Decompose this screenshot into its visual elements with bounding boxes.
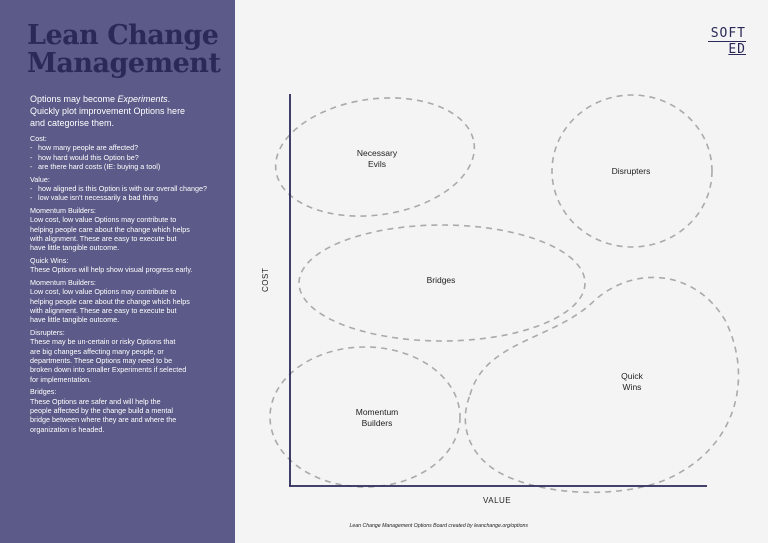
block-text-line: have little tangible outcome.: [30, 315, 120, 325]
description-block: Momentum Builders: Low cost, low value Op…: [30, 206, 230, 253]
block-text-line: helping people care about the change whi…: [30, 296, 190, 306]
block-heading: Cost:: [30, 134, 47, 143]
block-text-line: These may be un-certain or risky Options…: [30, 337, 176, 347]
block-text-line: people affected by the change build a me…: [30, 405, 173, 415]
block-heading: Momentum Builders:: [30, 205, 96, 215]
block-text-line: These Options are safer and will help th…: [30, 396, 161, 406]
sidebar: Lean Change Management Options may becom…: [0, 0, 235, 543]
bullet-item: low value isn't necessarily a bad thing: [30, 193, 230, 203]
block-text-line: have little tangible outcome.: [30, 243, 120, 253]
description-block: Quick Wins: These Options will help show …: [30, 256, 230, 275]
block-text-line: for implementation.: [30, 374, 92, 384]
block-text-line: These Options will help show visual prog…: [30, 265, 193, 275]
bullet-list: how aligned is this Option is with our o…: [30, 184, 230, 203]
bullet-list: how many people are affected?how hard wo…: [30, 143, 230, 172]
board-canvas: [269, 94, 740, 494]
region-necessary-evils-shape: [274, 97, 476, 217]
region-disrupters-shape: [551, 94, 713, 248]
bullet-item: how aligned is this Option is with our o…: [30, 184, 230, 194]
region-label-bridges: Bridges: [426, 275, 456, 285]
block-text-line: Low cost, low value Options may contribu…: [30, 287, 177, 297]
block-heading: Disrupters:: [30, 327, 65, 337]
page-title: Lean Change Management: [27, 20, 221, 79]
block-text-line: bridge between where they are and where …: [30, 415, 177, 425]
region-label-disrupters: Disrupters: [611, 166, 651, 176]
bullet-item: how hard would this Option be?: [30, 153, 230, 163]
block-text-line: helping people care about the change whi…: [30, 224, 190, 234]
description-block: Value:how aligned is this Option is with…: [30, 174, 230, 204]
bullet-item: how many people are affected?: [30, 143, 230, 153]
block-text-line: broken down into smaller Experiments if …: [30, 365, 187, 375]
block-heading: Momentum Builders:: [30, 277, 96, 287]
block-heading: Quick Wins:: [30, 255, 69, 265]
block-text-line: departments. These Options may need to b…: [30, 355, 173, 365]
region-momentum-builders-shape: [269, 346, 461, 488]
options-board: COST VALUE Necessary Evils Disrupters Bri…: [235, 0, 768, 543]
y-axis-label: COST: [261, 267, 270, 292]
block-text-line: are big changes affecting many people, o…: [30, 346, 164, 356]
region-bridges-shape: [298, 224, 586, 342]
region-label-quick-wins: Quick Wins: [621, 371, 643, 392]
description-block: Momentum Builders: Low cost, low value Op…: [30, 278, 230, 325]
bullet-item: are there hard costs (IE: buying a tool): [30, 162, 230, 172]
region-label-momentum-builders: Momentum Builders: [355, 407, 399, 428]
description-block: Bridges: These Options are safer and will…: [30, 387, 230, 434]
softed-logo: SOFT ED: [706, 26, 746, 57]
intro-text: Options may become Experiments. Quickly …: [30, 94, 186, 128]
footer-credit: Lean Change Management Options Board cre…: [349, 523, 528, 529]
block-heading: Bridges:: [30, 387, 57, 397]
block-heading: Value:: [30, 174, 50, 184]
block-text-line: with alignment. These are easy to execut…: [30, 305, 177, 315]
description-blocks: Cost:how many people are affected?how ha…: [30, 134, 230, 437]
region-label-necessary-evils: Necessary Evils: [356, 148, 398, 169]
block-text-line: organization is headed.: [30, 424, 105, 434]
region-quick-wins-shape: [464, 276, 740, 494]
description-block: Disrupters: These may be un-certain or ri…: [30, 328, 230, 384]
x-axis-label: VALUE: [483, 496, 512, 505]
block-text-line: Low cost, low value Options may contribu…: [30, 215, 177, 225]
block-text-line: with alignment. These are easy to execut…: [30, 234, 177, 244]
description-block: Cost:how many people are affected?how ha…: [30, 134, 230, 172]
